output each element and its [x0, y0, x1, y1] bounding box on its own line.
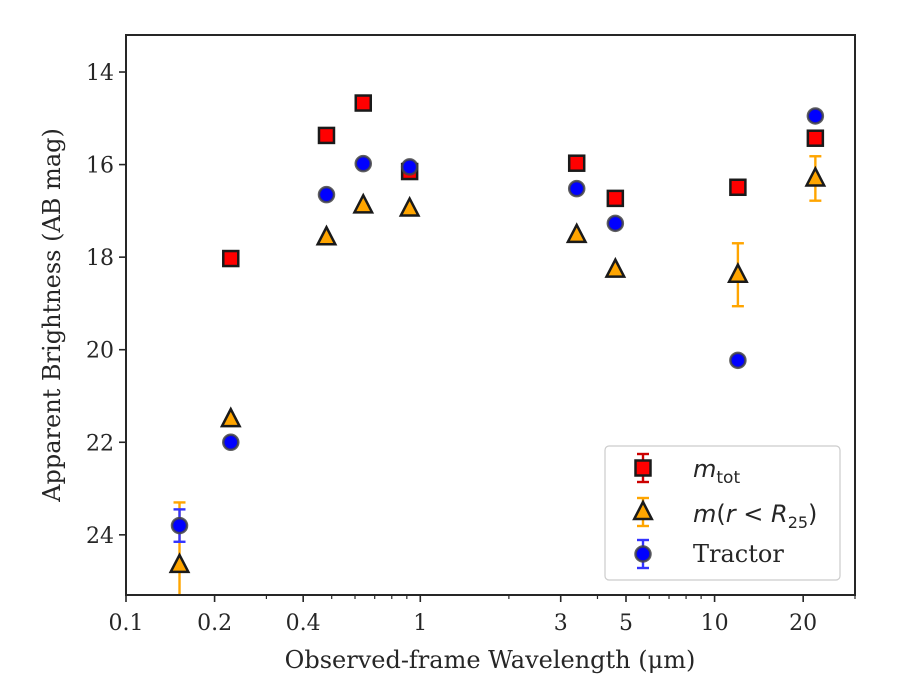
point-mr25 — [168, 552, 191, 574]
point-tractor — [317, 185, 336, 204]
point-mr25 — [604, 256, 627, 278]
point-mtot — [354, 94, 373, 112]
point-mr25 — [219, 406, 242, 428]
point-tractor — [354, 154, 373, 173]
point-mr25 — [804, 165, 827, 187]
point-mr25 — [565, 222, 588, 244]
legend-marker-mr25 — [632, 499, 654, 521]
point-mtot — [317, 126, 336, 145]
x-tick-label: 0.4 — [286, 611, 321, 636]
x-tick-label: 5 — [619, 611, 633, 636]
y-tick-label: 18 — [86, 246, 114, 271]
point-mr25 — [315, 224, 338, 246]
y-axis-label: Apparent Brightness (AB mag) — [38, 128, 66, 503]
data-marks — [168, 94, 827, 595]
point-tractor — [222, 433, 240, 452]
point-mtot — [606, 189, 625, 208]
y-tick-label: 16 — [86, 154, 114, 179]
point-mr25 — [727, 262, 749, 283]
point-tractor — [567, 179, 586, 198]
x-tick-label: 20 — [789, 611, 817, 636]
x-tick-label: 0.1 — [109, 611, 144, 636]
legend-marker-tractor — [634, 545, 652, 563]
legend-marker-mtot — [634, 459, 652, 477]
x-tick-label: 0.2 — [197, 611, 232, 636]
point-mtot — [729, 178, 747, 197]
point-mtot — [806, 129, 825, 147]
legend-symbols — [632, 452, 654, 570]
x-tick-label: 3 — [554, 611, 568, 636]
point-tractor — [400, 158, 419, 176]
point-tractor — [170, 516, 189, 535]
x-tick-label: 10 — [701, 611, 729, 636]
series-tractor — [170, 107, 825, 543]
plot-frame — [125, 34, 856, 596]
point-mr25 — [352, 192, 375, 214]
y-tick-label: 24 — [86, 524, 114, 549]
y-tick-label: 22 — [86, 431, 114, 456]
point-mr25 — [398, 195, 421, 217]
point-tractor — [606, 214, 625, 233]
legend: mtot m(r < R25) Tractor — [604, 445, 841, 581]
y-tick-label: 20 — [86, 339, 114, 364]
point-tractor — [729, 351, 747, 370]
x-axis-label: Observed-frame Wavelength (μm) — [285, 646, 696, 674]
y-tick-label: 14 — [86, 61, 114, 86]
legend-label-tractor: Tractor — [693, 540, 784, 568]
axis-ticks: 0.1 0.2 0.4 1 3 5 10 20 14 16 18 20 22 24 — [86, 61, 856, 636]
point-tractor — [806, 107, 825, 125]
point-mtot — [567, 154, 586, 172]
x-tick-label: 1 — [413, 611, 427, 636]
point-mtot — [222, 249, 240, 268]
legend-box — [604, 445, 841, 581]
